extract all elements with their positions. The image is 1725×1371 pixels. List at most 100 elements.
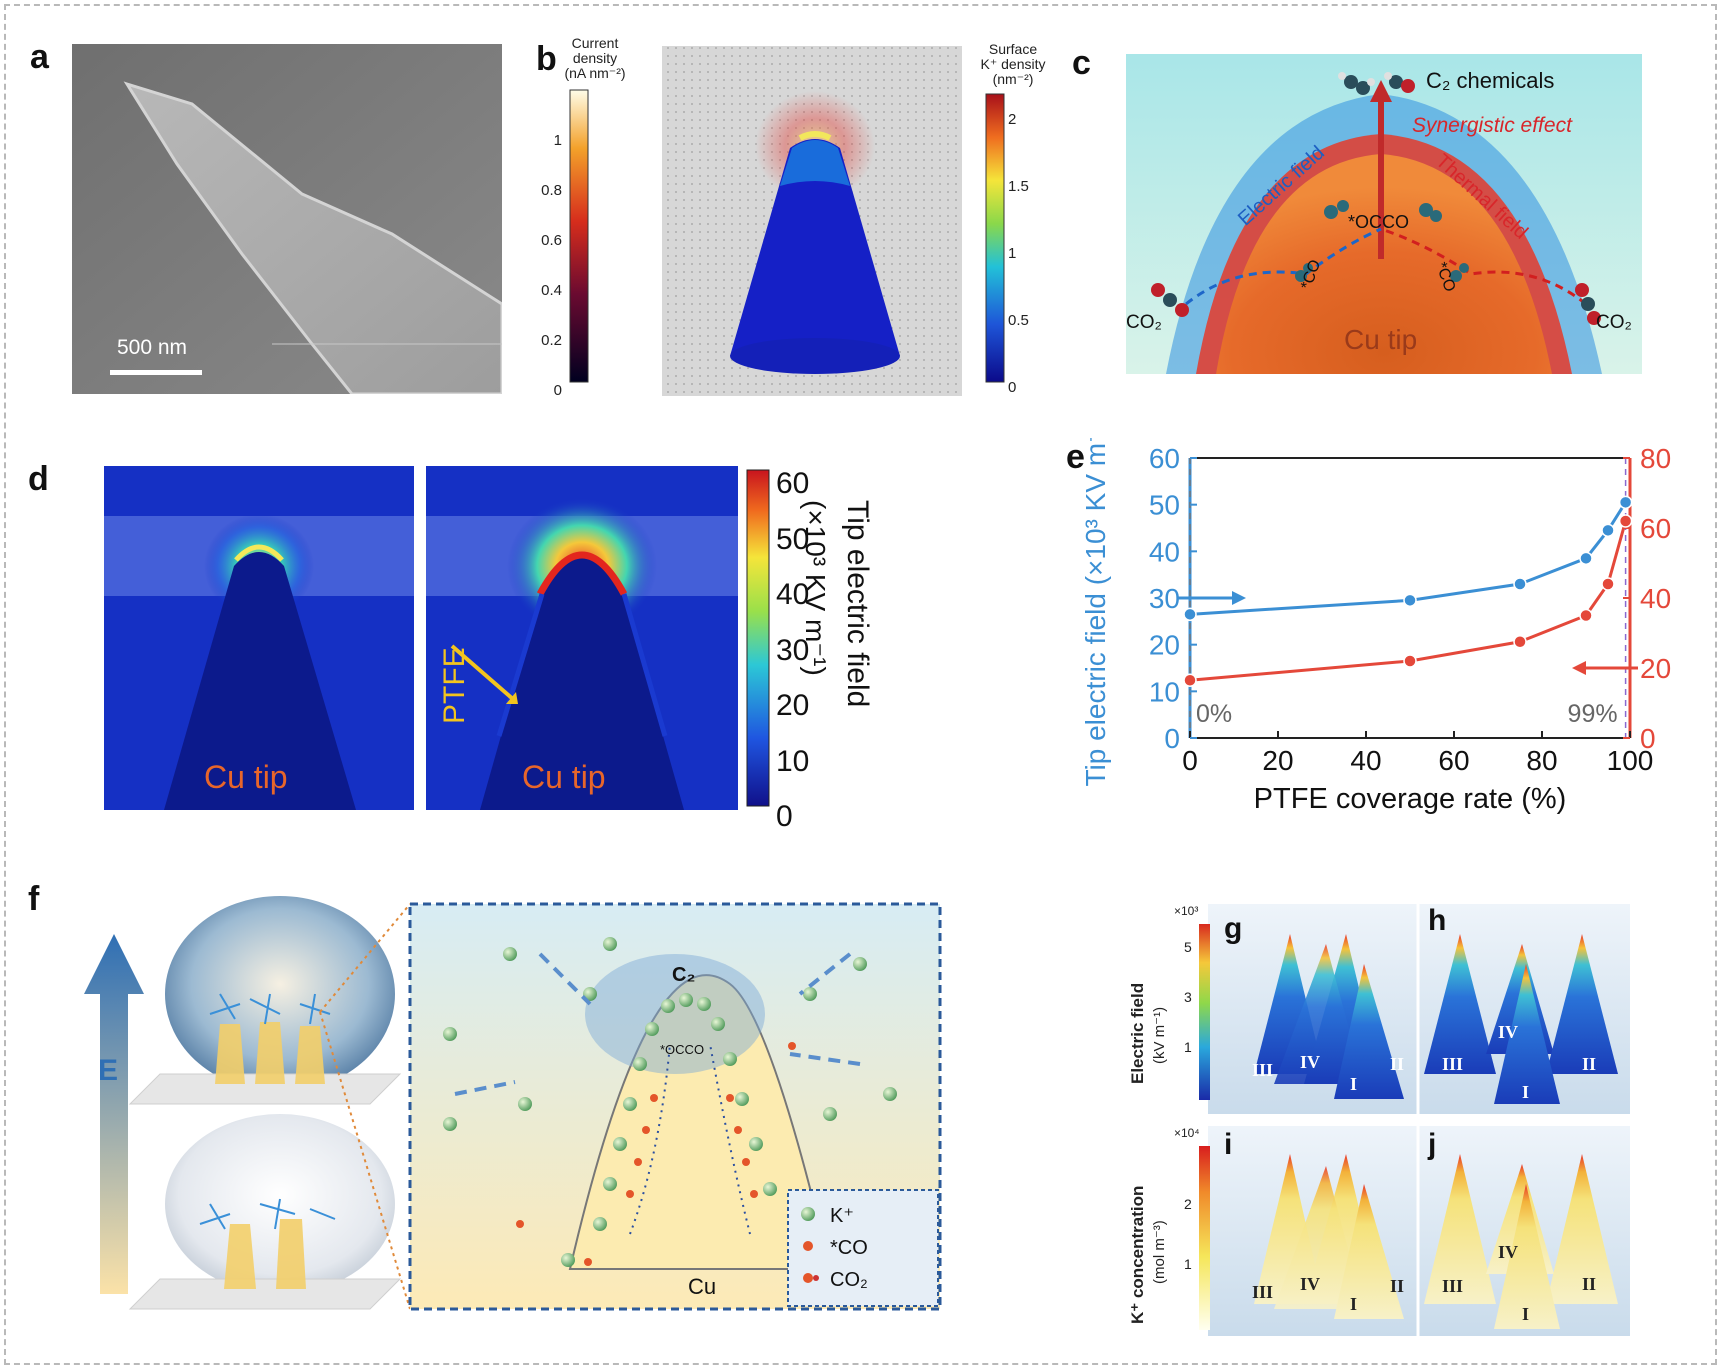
current-density-map xyxy=(569,46,1005,400)
cone-label: II xyxy=(1390,1276,1405,1296)
current-density-ticks: 1 0.8 0.6 0.4 0.2 0 xyxy=(538,116,562,416)
y2-tick-label: 80 xyxy=(1640,443,1671,474)
y-tick-label: 20 xyxy=(1149,630,1180,661)
cu-tip-label: Cu tip xyxy=(1344,324,1418,355)
tick-label: 0.6 xyxy=(541,232,562,249)
tick-label: 0 xyxy=(553,382,562,399)
occo-label: *OCCO xyxy=(660,1042,705,1057)
tick-label: 0.8 xyxy=(541,182,562,199)
panel-label-a: a xyxy=(30,38,49,76)
sem-image: 500 nm xyxy=(72,44,504,396)
panel-label-b: b xyxy=(536,40,557,78)
k-ticks: 2 1 xyxy=(1184,1174,1192,1294)
tick-label: 1.5 xyxy=(1008,178,1029,195)
tick-label: 0.2 xyxy=(541,332,562,349)
y-tick-label: 0 xyxy=(1164,723,1180,754)
panel-g-j-simulations: g h i j Electric field (kV m⁻¹) ×10³ 5 3… xyxy=(1124,904,1644,1340)
panel-label-e: e xyxy=(1066,438,1085,476)
k-density-title: Surface K⁺ density (nm⁻²) xyxy=(968,42,1058,87)
panel-f-schematic: E C₂ *OCCO Cu K⁺ *CO CO₂ xyxy=(70,894,980,1319)
y-tick-label: 60 xyxy=(1149,443,1180,474)
legend-co2: CO₂ xyxy=(830,1269,868,1291)
y2-tick-label: 40 xyxy=(1640,583,1671,614)
legend-co: *CO xyxy=(830,1237,868,1259)
tick-label: 3 xyxy=(1184,989,1192,1005)
molecule-icon xyxy=(1338,72,1415,95)
cone-array-maps xyxy=(1199,904,1630,1336)
tick-label: 0 xyxy=(776,800,793,833)
annotation-99pct: 99% xyxy=(1568,700,1618,728)
panel-c-schematic: C₂ chemicals Synergistic effect Electric… xyxy=(1126,54,1642,374)
cone-label: III xyxy=(1252,1282,1274,1302)
y-tick-label: 30 xyxy=(1149,583,1180,614)
colorbar-unit: (×10³ KV m⁻¹) xyxy=(800,500,831,676)
y-tick-label: 10 xyxy=(1149,676,1180,707)
cone-labels: III IV I II III IV I II xyxy=(1124,904,1644,1340)
ef-exponent: ×10³ xyxy=(1174,904,1199,918)
tick-label: 40 xyxy=(776,578,810,611)
data-point-right xyxy=(1579,608,1593,623)
co-markers xyxy=(516,1042,796,1266)
panel-label-c: c xyxy=(1072,44,1091,82)
data-point-left xyxy=(1403,593,1417,608)
cone-label: III xyxy=(1442,1276,1464,1296)
cu-label: Cu xyxy=(688,1274,717,1299)
cone-label: I xyxy=(1522,1082,1530,1102)
data-point-left xyxy=(1618,495,1633,510)
x-tick-label: 40 xyxy=(1350,745,1381,776)
current-density-title: Current density (nA nm⁻²) xyxy=(560,36,630,81)
k-density-ticks: 2 1.5 1 0.5 0 xyxy=(1008,86,1029,421)
tick-label: 1 xyxy=(1008,245,1017,262)
cbar-title-line: density xyxy=(572,50,618,66)
panel-b-simulation: Current density (nA nm⁻²) Surface K⁺ den… xyxy=(541,36,1060,400)
y-axis-title: Tip electric field (×10³ KV m⁻¹) xyxy=(1080,438,1111,787)
tick-label: 1 xyxy=(553,132,562,149)
panel-label-i: i xyxy=(1224,1128,1233,1161)
tick-label: 5 xyxy=(1184,939,1192,955)
figure-frame xyxy=(4,4,1717,1365)
series-line-right xyxy=(1189,520,1628,682)
y2-tick-label: 60 xyxy=(1640,513,1671,544)
panel-label-d: d xyxy=(28,460,49,498)
tick-label: 10 xyxy=(776,744,810,778)
cu-tip-label-right: Cu tip xyxy=(522,759,606,795)
x-axis-title: PTFE coverage rate (%) xyxy=(1254,783,1567,815)
cone-label: I xyxy=(1522,1304,1530,1324)
cbar-title-line: (nm⁻²) xyxy=(992,71,1034,87)
tick-label: 2 xyxy=(1008,111,1017,128)
tick-label: 50 xyxy=(776,522,810,556)
y-tick-label: 40 xyxy=(1149,536,1180,567)
cone-label: IV xyxy=(1498,1022,1519,1042)
x-tick-label: 0 xyxy=(1182,745,1198,776)
data-point-left xyxy=(1183,607,1197,622)
cu-tip-label-left: Cu tip xyxy=(204,759,288,795)
cone-label: II xyxy=(1582,1274,1597,1294)
colorbar-title: Tip electric field xyxy=(841,500,874,708)
data-point-right xyxy=(1513,635,1527,649)
ef-ticks: 5 3 1 xyxy=(1184,922,1192,1072)
left-axis-arrowhead xyxy=(1232,591,1246,605)
cone-label: IV xyxy=(1300,1274,1321,1294)
tick-label: 0.5 xyxy=(1008,312,1029,329)
co2-label-right: CO₂ xyxy=(1596,312,1632,333)
tick-label: 2 xyxy=(1184,1196,1192,1212)
tick-label: 0.4 xyxy=(541,282,562,299)
panel-label-g: g xyxy=(1224,912,1243,945)
e-field-arrow-label: E xyxy=(98,1054,119,1087)
cone-label: I xyxy=(1350,1074,1358,1094)
cone-label: III xyxy=(1252,1060,1274,1080)
k-ion-schematic xyxy=(84,896,942,1311)
colorbar-ticks: 60 50 40 30 20 10 0 xyxy=(776,456,809,845)
tick-label: 30 xyxy=(776,633,810,667)
legend: K⁺ *CO CO₂ xyxy=(830,1200,868,1296)
panel-label-j: j xyxy=(1428,1128,1437,1161)
tick-label: 0 xyxy=(1008,379,1017,396)
cone-label: II xyxy=(1582,1054,1597,1074)
cone-label: II xyxy=(1390,1054,1405,1074)
cone-labels-lower: III IV I II III IV I II xyxy=(1124,904,1644,1340)
panel-d-simulation: Cu tip Cu tip PTFE 60 50 40 30 20 10 0 T… xyxy=(104,466,904,833)
flow-arrows xyxy=(454,952,861,1096)
cbar-title-line: K⁺ density xyxy=(980,56,1046,72)
tick-label: 1 xyxy=(1184,1256,1192,1272)
